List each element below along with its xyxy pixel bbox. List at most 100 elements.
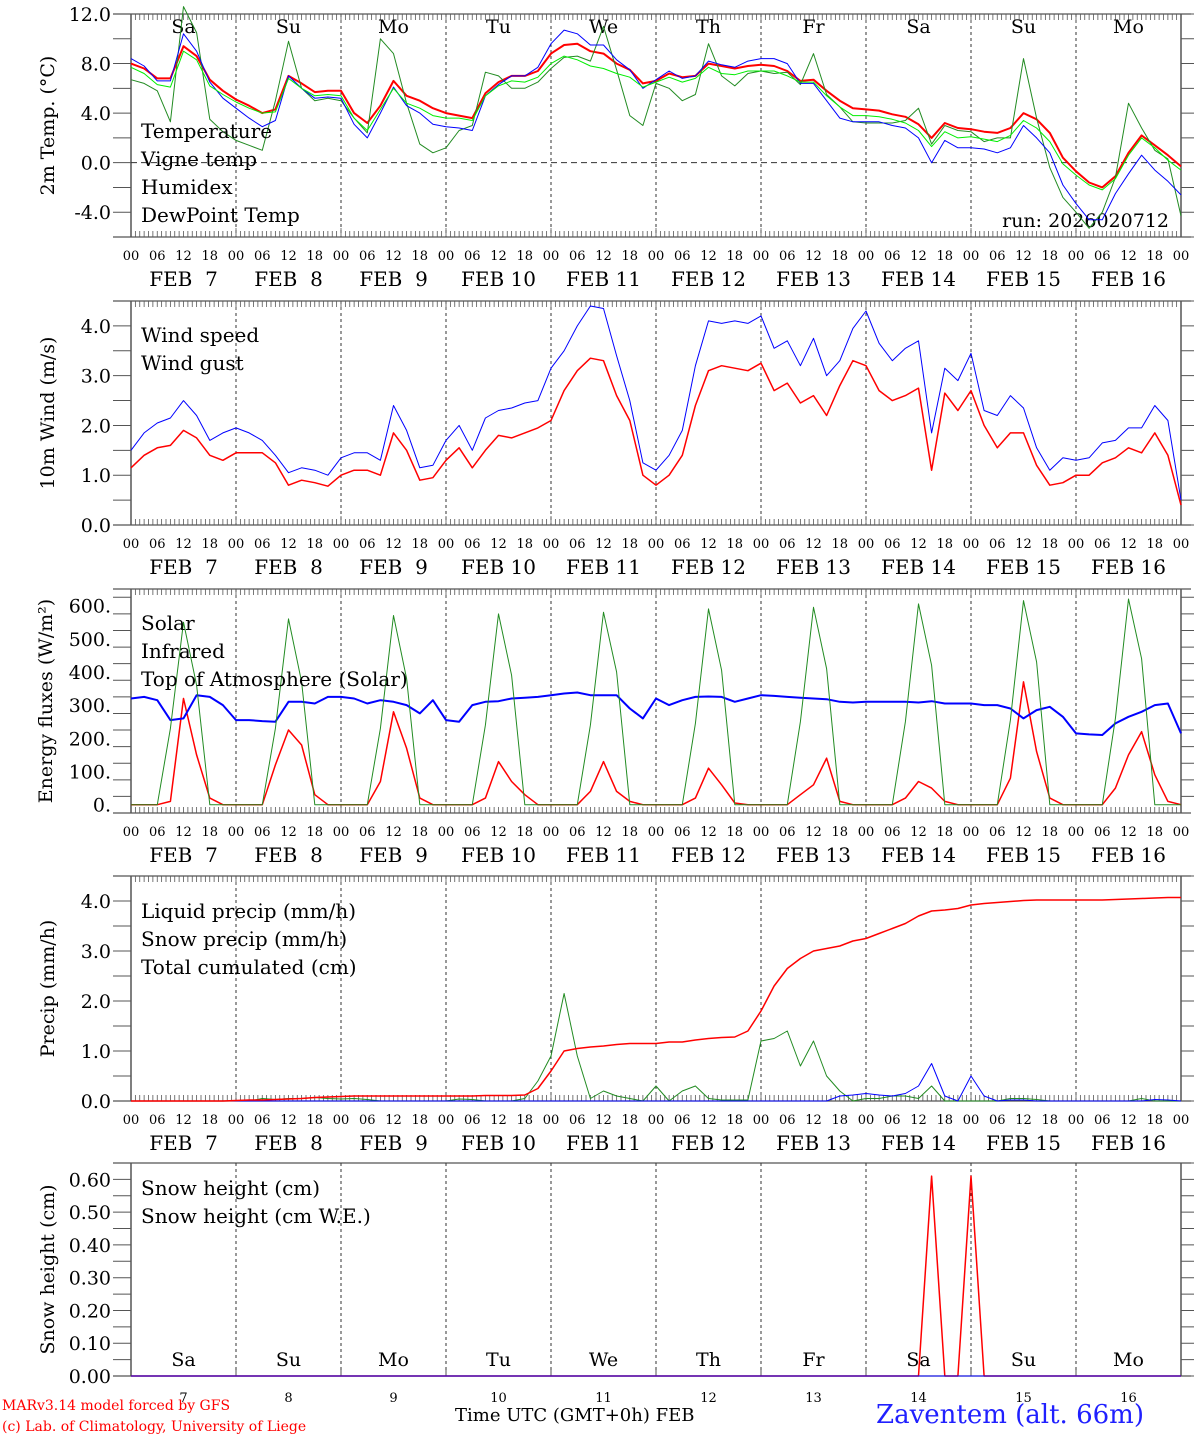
x-date-label: FEB 10 xyxy=(461,1131,536,1155)
x-date-label: FEB 16 xyxy=(1091,267,1166,291)
y-tick-label: 0.30 xyxy=(69,1268,111,1290)
x-date-label: FEB 11 xyxy=(566,1131,641,1155)
x-hour-label: 18 xyxy=(726,825,743,840)
x-hour-label: 12 xyxy=(490,1113,507,1128)
y-tick-label: 600. xyxy=(69,596,111,618)
x-hour-label: 18 xyxy=(726,537,743,552)
x-hour-label: 12 xyxy=(1015,1113,1032,1128)
x-hour-label: 00 xyxy=(648,537,665,552)
x-hour-label: 12 xyxy=(1015,825,1032,840)
x-hour-label: 18 xyxy=(936,249,953,264)
x-hour-label: 12 xyxy=(910,249,927,264)
x-hour-label: 00 xyxy=(1068,1113,1085,1128)
x-date-label: FEB 12 xyxy=(671,267,746,291)
y-tick-label: 100. xyxy=(69,762,111,784)
x-hour-label: 00 xyxy=(1068,825,1085,840)
series-line-wind-speed xyxy=(130,357,1182,506)
x-hour-label: 00 xyxy=(753,1113,770,1128)
x-date-label: FEB 9 xyxy=(359,555,428,579)
x-hour-label: 00 xyxy=(963,249,980,264)
series-line-snow-precip-mm-h xyxy=(131,1063,1182,1102)
x-hour-label: 12 xyxy=(805,825,822,840)
series-line-wind-gust xyxy=(130,305,1182,501)
y-axis-label: 10m Wind (m/s) xyxy=(37,337,59,490)
x-date-label: FEB 8 xyxy=(254,1131,323,1155)
weekday-label: Su xyxy=(1011,16,1036,38)
panel-precip: 0.0 1.0 2.0 3.0 4.0 Precip (mm/h) 00 06 12 18 00 06… xyxy=(37,875,1194,1155)
x-hour-label: 18 xyxy=(306,1113,323,1128)
x-hour-label: 12 xyxy=(1120,537,1137,552)
weekday-label: Th xyxy=(696,1349,721,1371)
x-hour-label: 00 xyxy=(963,537,980,552)
x-day-number: 16 xyxy=(1120,1391,1137,1406)
y-tick-label: 0.50 xyxy=(69,1202,111,1224)
x-hour-label: 06 xyxy=(464,537,481,552)
x-hour-label: 06 xyxy=(254,825,271,840)
y-tick-label: 0.0 xyxy=(81,1091,111,1113)
x-date-label: FEB 16 xyxy=(1091,843,1166,867)
x-hour-label: 06 xyxy=(884,1113,901,1128)
y-tick-label: 400. xyxy=(69,662,111,684)
x-hour-label: 12 xyxy=(1015,249,1032,264)
x-hour-label: 00 xyxy=(333,249,350,264)
y-tick-label: 0.20 xyxy=(69,1300,111,1322)
x-hour-label: 00 xyxy=(858,1113,875,1128)
x-hour-label: 12 xyxy=(1120,1113,1137,1128)
legend-entry: Top of Atmosphere (Solar) xyxy=(141,667,408,691)
x-hour-label: 18 xyxy=(1041,1113,1058,1128)
x-date-label: FEB 16 xyxy=(1091,555,1166,579)
weekday-label: Su xyxy=(1011,1349,1036,1371)
x-hour-label: 06 xyxy=(1094,537,1111,552)
y-tick-label: 3.0 xyxy=(81,366,111,388)
weekday-label: Sa xyxy=(171,1349,195,1371)
x-date-label: FEB 10 xyxy=(461,843,536,867)
weekday-label: Sa xyxy=(906,16,930,38)
x-hour-label: 06 xyxy=(569,249,586,264)
x-hour-label: 06 xyxy=(254,537,271,552)
x-day-number: 12 xyxy=(700,1391,717,1406)
x-hour-label: 00 xyxy=(543,825,560,840)
y-tick-label: 1.0 xyxy=(81,465,111,487)
x-hour-label: 12 xyxy=(805,1113,822,1128)
panel-wind: 0.0 1.0 2.0 3.0 4.0 10m Wind (m/s) 00 06 12 18 00 0… xyxy=(37,300,1194,579)
station-title: Zaventem (alt. 66m) xyxy=(876,1400,1144,1430)
x-hour-label: 06 xyxy=(884,249,901,264)
x-hour-label: 00 xyxy=(333,537,350,552)
x-date-label: FEB 14 xyxy=(881,267,956,291)
run-annotation: run: 2026020712 xyxy=(1002,210,1169,232)
x-hour-label: 12 xyxy=(490,537,507,552)
x-hour-label: 00 xyxy=(123,825,140,840)
x-date-label: FEB 8 xyxy=(254,267,323,291)
x-hour-label: 06 xyxy=(674,249,691,264)
x-hour-label: 06 xyxy=(569,825,586,840)
legend-entry: Wind speed xyxy=(141,323,259,347)
x-hour-label: 12 xyxy=(385,825,402,840)
x-hour-label: 00 xyxy=(648,249,665,264)
y-tick-label: 200. xyxy=(69,728,111,750)
weekday-label: Tu xyxy=(486,16,511,38)
x-hour-label: 12 xyxy=(700,1113,717,1128)
legend-entry: Snow height (cm W.E.) xyxy=(141,1204,371,1228)
x-hour-label: 18 xyxy=(306,249,323,264)
x-date-label: FEB 15 xyxy=(986,555,1061,579)
y-tick-label: 2.0 xyxy=(81,415,111,437)
x-hour-label: 00 xyxy=(123,1113,140,1128)
x-hour-label: 06 xyxy=(884,825,901,840)
x-hour-label: 06 xyxy=(989,1113,1006,1128)
y-tick-label: 300. xyxy=(69,695,111,717)
x-hour-label: 00 xyxy=(228,825,245,840)
x-date-label: FEB 8 xyxy=(254,555,323,579)
x-day-number: 8 xyxy=(284,1391,292,1406)
x-hour-label: 18 xyxy=(726,249,743,264)
x-hour-label: 00 xyxy=(858,825,875,840)
x-hour-label: 12 xyxy=(175,1113,192,1128)
x-hour-label: 12 xyxy=(385,1113,402,1128)
y-tick-label: -4.0 xyxy=(74,202,111,224)
x-hour-label: 18 xyxy=(621,249,638,264)
x-date-label: FEB 11 xyxy=(566,843,641,867)
x-hour-label: 18 xyxy=(201,825,218,840)
x-hour-label: 06 xyxy=(569,1113,586,1128)
y-tick-label: 3.0 xyxy=(81,941,111,963)
x-hour-label: 00 xyxy=(543,537,560,552)
x-hour-label: 18 xyxy=(1146,537,1163,552)
